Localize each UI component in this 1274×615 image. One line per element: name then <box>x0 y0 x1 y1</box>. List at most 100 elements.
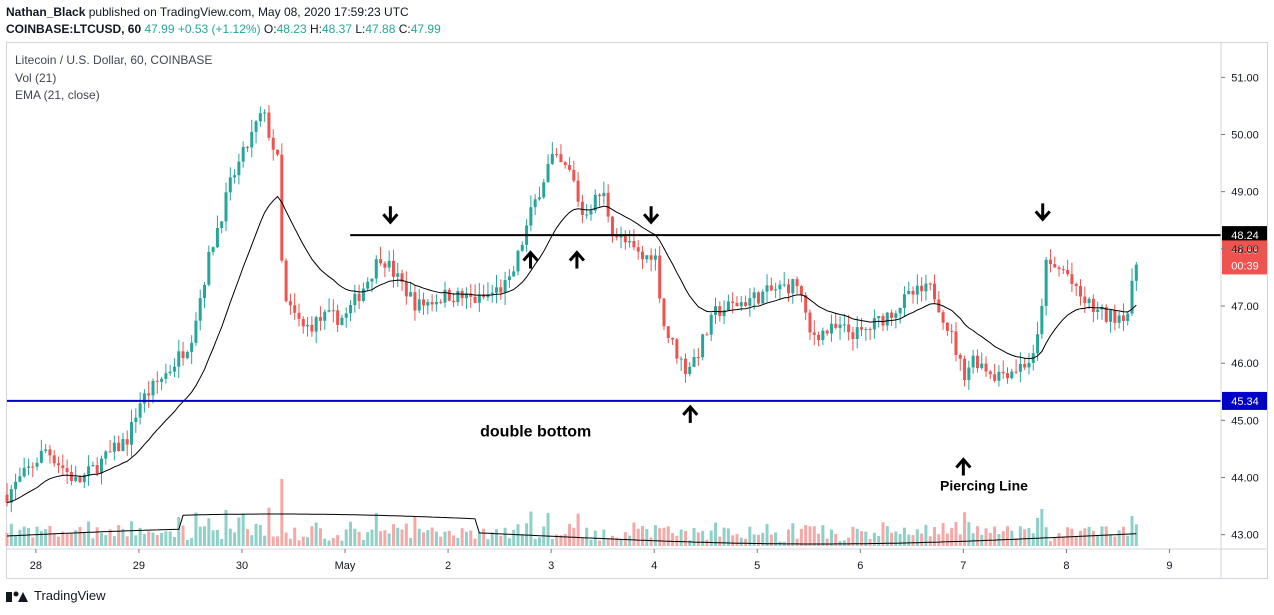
candle <box>14 473 18 500</box>
candle-body <box>22 467 26 477</box>
legend-volume[interactable]: Vol (21) <box>15 71 57 85</box>
candle <box>851 326 855 351</box>
lines <box>6 195 1221 545</box>
candle <box>353 284 357 313</box>
candle-body <box>284 260 288 302</box>
volume-bar <box>237 517 241 546</box>
volume-bar <box>688 540 692 546</box>
volume-bar <box>1104 526 1108 546</box>
candle-body <box>447 289 451 301</box>
candle-body <box>383 263 387 268</box>
volume-bar <box>829 529 833 546</box>
volume-bar <box>211 530 215 546</box>
volume-bar <box>263 535 267 546</box>
candle-body <box>838 324 842 328</box>
volume-bar <box>701 530 705 546</box>
candle-body <box>769 285 773 291</box>
candle <box>301 316 305 334</box>
candle-body <box>280 154 284 261</box>
candle <box>847 315 851 341</box>
candle-body <box>666 326 670 338</box>
volume-bar <box>765 523 769 546</box>
candle-body <box>847 324 851 333</box>
candle-body <box>233 175 237 178</box>
candle <box>619 226 623 249</box>
candle-body <box>1044 259 1048 306</box>
volume-bar <box>198 526 202 546</box>
candle-body <box>1053 264 1057 268</box>
candle-body <box>1074 283 1078 286</box>
candle-body <box>542 182 546 198</box>
candle <box>692 348 696 368</box>
candle <box>417 289 421 314</box>
candle-body <box>1104 306 1108 322</box>
candle <box>447 287 451 302</box>
x-tick-label: 28 <box>30 560 42 572</box>
candle-body <box>293 305 297 313</box>
candle-body <box>868 329 872 331</box>
volume-bar <box>78 526 82 546</box>
candle <box>61 454 65 477</box>
y-tick-label: 45.00 <box>1231 415 1259 427</box>
candle <box>155 371 159 394</box>
candle-body <box>602 192 606 197</box>
candle-body <box>228 177 232 193</box>
candle-body <box>507 276 511 280</box>
candle-body <box>26 466 30 468</box>
candle-body <box>799 286 803 296</box>
candle-body <box>1066 269 1070 275</box>
volume-bar <box>138 527 142 546</box>
candle <box>490 284 494 303</box>
volume-bar <box>709 530 713 546</box>
candle <box>679 356 683 371</box>
candle-body <box>902 294 906 308</box>
volume-bar <box>164 531 168 546</box>
volume-bar <box>881 522 885 546</box>
footer-brand[interactable]: TradingView <box>6 588 106 603</box>
candle-body <box>675 339 679 359</box>
volume-bar <box>520 534 524 546</box>
candle-body <box>537 197 541 200</box>
volume-bar <box>185 539 189 546</box>
candle <box>486 282 490 302</box>
candle <box>104 449 108 465</box>
candle <box>108 439 112 453</box>
candle-body <box>937 299 941 313</box>
candle <box>499 279 503 300</box>
candle-body <box>1117 315 1121 323</box>
author-name[interactable]: Nathan_Black <box>6 5 86 19</box>
candle <box>1113 304 1117 331</box>
volume-bar <box>1053 536 1057 546</box>
volume-bar <box>855 528 859 546</box>
candle <box>589 204 593 221</box>
candle <box>250 119 254 158</box>
candle-body <box>147 393 151 396</box>
candle <box>409 281 413 297</box>
candle <box>361 282 365 303</box>
candle <box>662 297 666 331</box>
x-tick-label: 7 <box>960 560 966 572</box>
candle-body <box>632 241 636 248</box>
candle <box>276 149 280 157</box>
candle <box>503 271 507 305</box>
candle <box>434 294 438 312</box>
volume-bar <box>344 529 348 546</box>
candle <box>443 281 447 308</box>
candle <box>220 221 224 234</box>
volume-bar <box>533 538 537 546</box>
candle-body <box>593 194 597 211</box>
candle-body <box>258 113 262 122</box>
candle <box>1126 311 1130 326</box>
legend-ema[interactable]: EMA (21, close) <box>15 88 100 102</box>
candle-body <box>555 154 559 156</box>
volume-bar <box>658 528 662 546</box>
candle-body <box>967 367 971 381</box>
volume-bar <box>443 531 447 546</box>
candle <box>134 408 138 434</box>
candle-body <box>636 247 640 252</box>
candle-body <box>14 481 18 490</box>
candle-body <box>400 273 404 282</box>
publish-text: published on TradingView.com, May 08, 20… <box>88 5 409 19</box>
candle-body <box>306 324 310 327</box>
